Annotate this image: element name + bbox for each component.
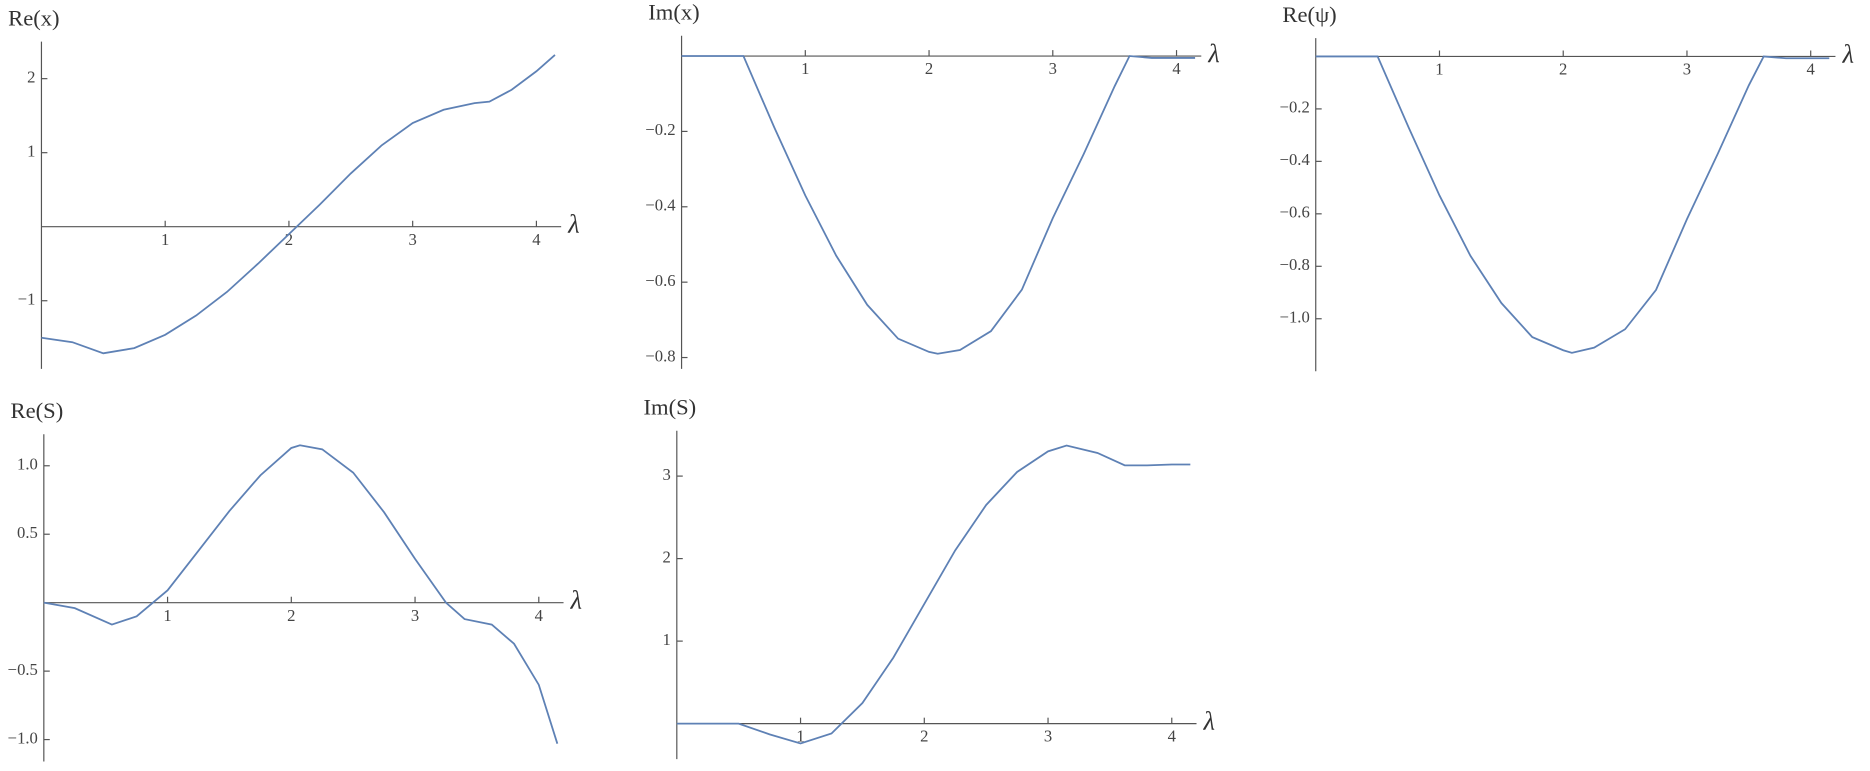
x-tick-label: 3 xyxy=(1049,59,1057,78)
x-tick-label: 3 xyxy=(411,606,419,625)
y-tick-label: 0.5 xyxy=(17,523,38,542)
y-tick-label: −0.8 xyxy=(645,346,675,365)
chart-title: Im(x) xyxy=(648,0,699,24)
x-tick-label: 4 xyxy=(535,606,544,625)
data-line xyxy=(43,444,559,744)
chart-title: Re(x) xyxy=(8,5,59,30)
x-tick-label: 3 xyxy=(409,230,417,249)
x-tick-label: 1 xyxy=(161,230,169,249)
y-tick-label: −1 xyxy=(18,290,36,309)
y-tick-label: −1.0 xyxy=(1280,308,1310,327)
x-tick-label: 3 xyxy=(1044,727,1052,746)
x-tick-label: 1 xyxy=(163,606,171,625)
x-axis-label: λ xyxy=(1203,707,1215,736)
y-tick-label: −0.4 xyxy=(1280,150,1311,169)
y-tick-label: 3 xyxy=(663,465,671,484)
y-tick-label: 2 xyxy=(27,67,35,86)
x-tick-label: 1 xyxy=(796,727,804,746)
x-tick-label: 2 xyxy=(285,230,293,249)
y-tick-label: −0.5 xyxy=(8,660,38,679)
x-tick-label: 2 xyxy=(920,727,928,746)
y-tick-label: −0.4 xyxy=(645,196,676,215)
y-tick-label: −0.8 xyxy=(1280,255,1310,274)
x-axis-label: λ xyxy=(570,586,582,615)
y-tick-label: 1 xyxy=(663,630,671,649)
y-tick-label: −0.6 xyxy=(645,271,675,290)
x-tick-label: 2 xyxy=(287,606,295,625)
x-tick-label: 2 xyxy=(925,59,933,78)
x-tick-label: 1 xyxy=(801,59,809,78)
x-tick-label: 3 xyxy=(1683,60,1691,79)
x-tick-label: 4 xyxy=(1172,59,1181,78)
x-tick-label: 4 xyxy=(1168,727,1177,746)
y-tick-label: −0.2 xyxy=(645,120,675,139)
y-tick-label: 2 xyxy=(663,547,671,566)
x-tick-label: 2 xyxy=(1559,60,1567,79)
data-line xyxy=(1315,55,1830,354)
x-axis-label: λ xyxy=(1842,39,1854,68)
x-tick-label: 4 xyxy=(532,230,541,249)
x-tick-label: 1 xyxy=(1435,60,1443,79)
chart-title: Re(S) xyxy=(11,398,64,423)
chart-title: Im(S) xyxy=(643,394,696,419)
y-tick-label: −1.0 xyxy=(8,728,38,747)
x-axis-label: λ xyxy=(567,210,579,239)
x-tick-label: 4 xyxy=(1807,60,1816,79)
y-tick-label: 1 xyxy=(27,142,35,161)
y-tick-label: −0.6 xyxy=(1280,203,1310,222)
y-tick-label: 1.0 xyxy=(17,455,38,474)
data-line xyxy=(681,55,1196,355)
data-line xyxy=(41,54,556,355)
x-axis-label: λ xyxy=(1207,39,1219,68)
y-tick-label: −0.2 xyxy=(1280,98,1310,117)
data-line xyxy=(676,444,1191,745)
chart-title: Re(ψ) xyxy=(1282,2,1336,27)
